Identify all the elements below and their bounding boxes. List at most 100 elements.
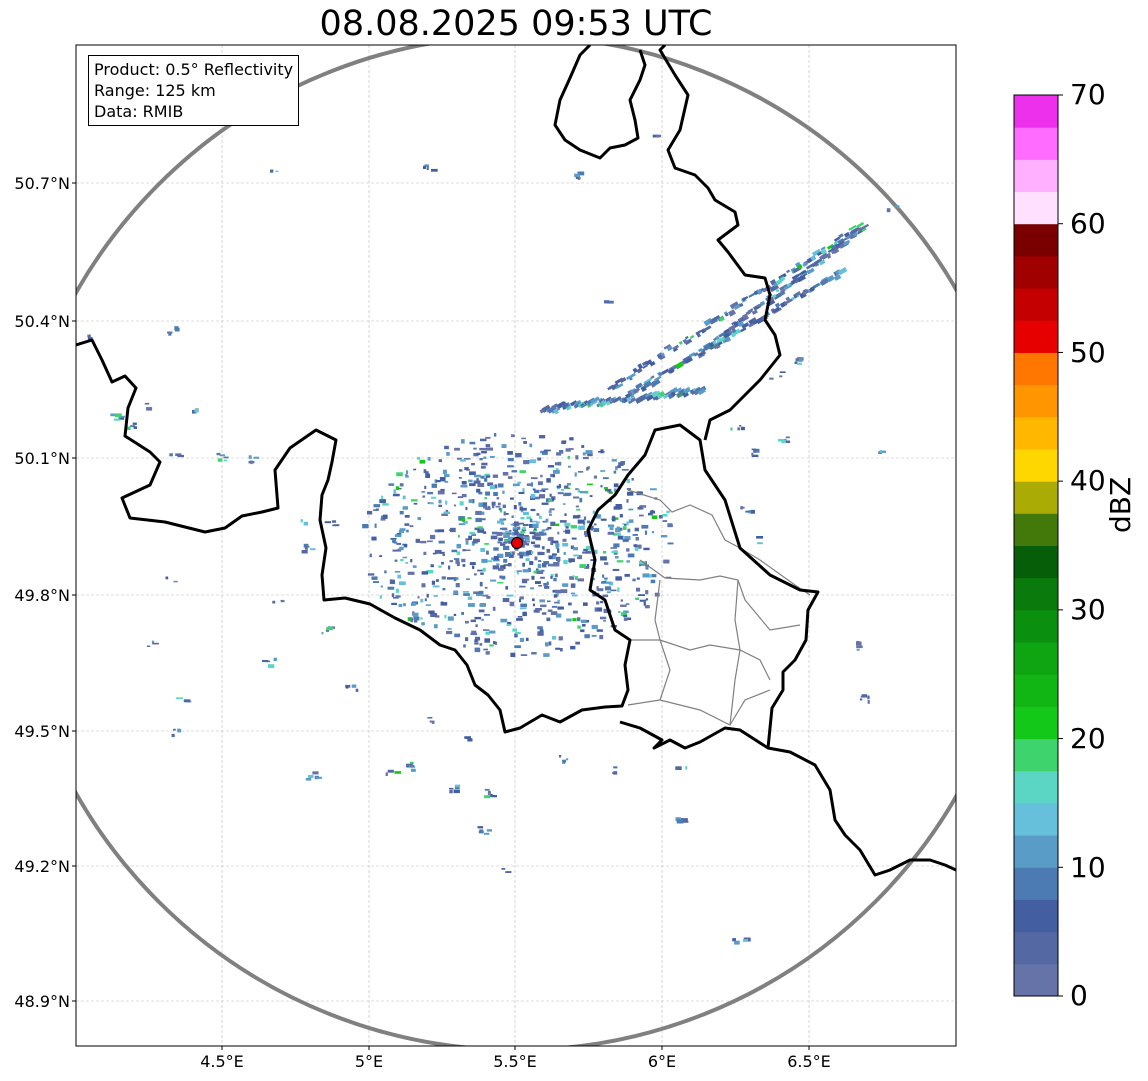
echo-cell [558,755,562,758]
echo-cell [639,506,642,510]
echo-cell [216,452,221,456]
echo-cell [659,515,663,519]
echo-cell [500,565,506,570]
echo-cell [541,404,551,413]
echo-cell [534,556,538,561]
echo-cell [492,565,500,570]
echo-cell [780,276,786,282]
echo-cell [463,521,468,524]
echo-cell [516,571,519,575]
echo-cell [501,868,506,870]
lat-tick-label: 50.4°N [14,312,70,331]
echo-cell [827,247,835,254]
echo-cell [505,530,511,534]
echo-cell [620,612,627,617]
echo-cell [613,488,617,493]
echo-cell [605,586,612,591]
echo-cell [595,514,601,519]
echo-cell [682,338,688,344]
echo-cell [634,527,639,532]
echo-cell [481,450,487,454]
echo-cell [391,593,395,598]
echo-cell [626,488,631,490]
echo-cell [264,660,271,663]
echo-cell [519,607,527,610]
echo-cell [482,531,487,534]
echo-cell [530,508,536,512]
echo-cell [491,557,496,560]
colorbar-segment [1014,320,1058,353]
echo-cell [651,378,661,387]
echo-cell [476,452,481,456]
echo-cell [520,516,525,520]
echo-cell [478,590,484,595]
echo-cell [445,509,449,514]
echo-cell [478,609,485,613]
colorbar-segment [1014,642,1058,675]
echo-cell [604,578,608,581]
echo-cell [517,616,523,618]
echo-cell [542,490,546,492]
echo-cell [484,477,488,482]
echo-cell [557,606,564,610]
echo-cell [555,468,559,470]
echo-cell [627,491,634,496]
echo-cell [465,538,469,541]
echo-cell [133,426,137,429]
echo-cell [478,502,484,507]
echo-cell [461,558,466,563]
echo-cell [367,573,375,576]
echo-cell [421,583,426,588]
echo-cell [809,262,815,268]
echo-cell [821,252,829,260]
echo-cell [508,541,514,544]
echo-cell [248,455,252,459]
echo-cell [481,511,485,515]
echo-cell [547,526,552,530]
echo-cell [553,594,558,598]
echo-cell [628,519,634,523]
echo-cell [444,614,447,619]
echo-cell [461,439,465,444]
echo-cell [759,300,766,306]
echo-cell [689,334,695,339]
echo-cell [405,475,409,478]
echo-cell [650,488,657,491]
echo-cell [517,553,524,556]
echo-cell [675,766,682,770]
echo-cell [552,636,557,640]
echo-cell [533,532,540,536]
echo-cell [636,367,643,374]
echo-cell [779,371,786,373]
echo-cell [741,313,749,321]
product-info-box: Product: 0.5° Reflectivity Range: 125 km… [88,55,300,126]
echo-cell [582,452,586,456]
echo-cell [636,587,641,592]
echo-cell [471,463,475,466]
echo-cell [455,559,460,564]
echo-cell [443,511,451,514]
echo-cell [582,551,589,554]
echo-cell [516,526,521,530]
echo-cell [556,452,562,456]
echo-cell [651,531,655,534]
reflectivity-echoes [87,134,900,945]
echo-cell [602,574,605,578]
echo-cell [610,382,620,391]
echo-cell [655,134,661,138]
echo-cell [505,532,512,535]
echo-cell [611,459,617,462]
echo-cell [612,568,620,571]
echo-cell [525,637,529,641]
echo-cell [551,403,559,410]
echo-cell [554,523,560,526]
echo-cell [331,520,337,523]
echo-cell [609,527,614,531]
echo-cell [533,528,537,531]
echo-cell [482,567,486,572]
echo-cell [392,549,398,552]
echo-cell [477,826,484,829]
echo-cell [518,502,522,506]
lon-tick-label: 5°E [354,1052,384,1071]
echo-cell [310,548,316,551]
